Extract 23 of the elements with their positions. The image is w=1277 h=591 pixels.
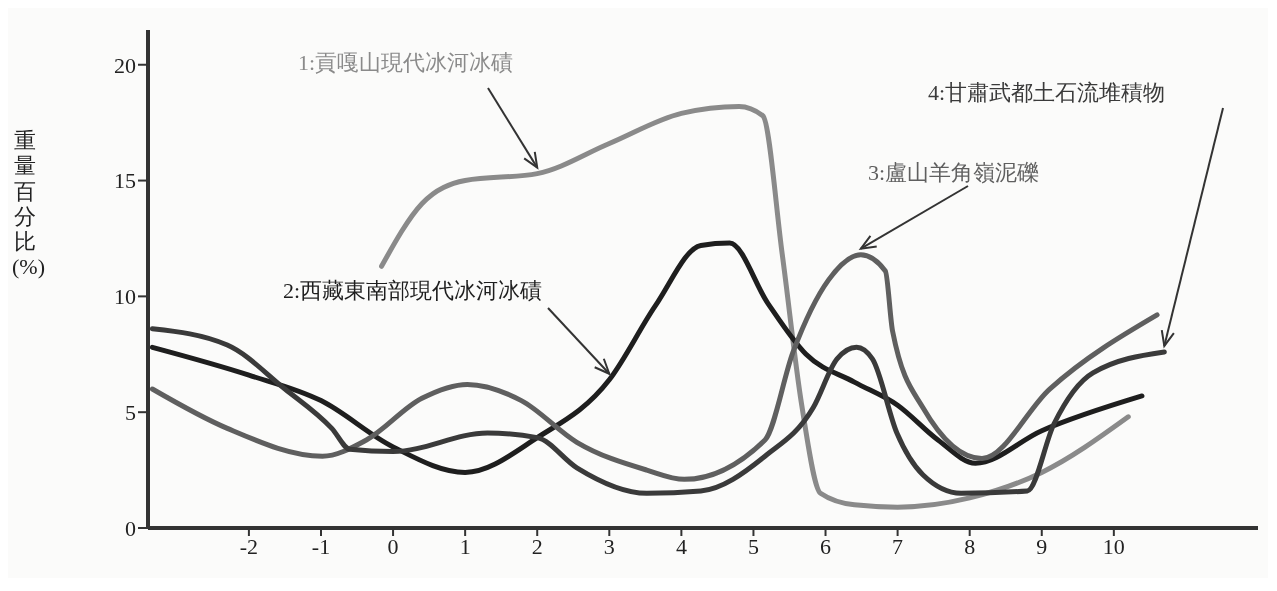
x-tick-label: 0 [387,533,399,559]
x-tick-label: 7 [892,533,904,559]
x-tick-label: 6 [820,533,832,559]
y-tick-label: 20 [114,52,136,78]
y-axis-title: 重量百分比(%) [12,128,45,280]
x-tick-label: 3 [603,533,615,559]
x-tick-label: 5 [747,533,759,559]
x-tick-label: 10 [1102,533,1125,559]
x-tick-label: 9 [1036,533,1048,559]
text: 2:西藏東南部現代冰河冰磧 [283,277,543,305]
y-tick-label: 0 [125,515,136,541]
text: 1:貢嘎山現代冰河冰磧 [298,49,514,77]
y-tick-label: 10 [114,284,136,310]
x-tick-label: -1 [311,533,331,559]
x-tick-label: 2 [531,533,543,559]
text: 3:盧山羊角嶺泥礫 [868,159,1040,187]
y-tick-label: 5 [125,400,136,425]
x-tick-label: 8 [964,533,976,559]
x-tick-label: 4 [675,533,687,559]
x-tick-label: 1 [459,533,471,559]
text: 4:甘肅武都土石流堆積物 [928,79,1166,107]
y-tick-label: 15 [114,168,136,194]
x-tick-label: -2 [239,533,259,559]
